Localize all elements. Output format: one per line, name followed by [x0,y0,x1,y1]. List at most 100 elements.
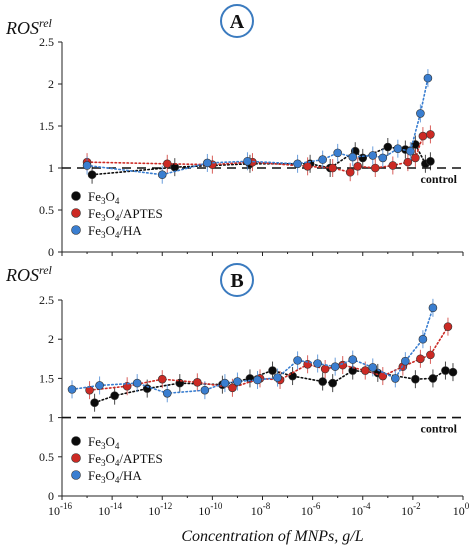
data-point [360,366,370,375]
legend-marker [71,191,81,201]
data-point [378,153,388,163]
data-point [313,359,322,368]
x-tick-exp: -16 [60,501,72,511]
x-tick-base: 10 [301,504,313,518]
data-point [293,159,302,169]
data-point [418,131,428,141]
legend-entry: Fe3O4/HA [88,223,142,240]
x-tick-label: 10-14 [98,501,122,518]
series-2 [67,298,438,403]
data-point [67,385,77,394]
x-tick-label: 100 [453,501,470,518]
legend-marker [71,453,81,463]
x-tick-label: 10-10 [198,501,222,518]
data-point [228,383,237,393]
x-tick-exp: -6 [313,501,321,511]
y-tick-label: 0.5 [39,203,54,217]
data-point [330,362,340,371]
data-point [333,148,342,158]
legend-part: 3 [101,441,106,451]
legend-part: O [106,223,115,238]
x-tick-label: 10-2 [401,501,421,518]
legend-part: 4 [115,475,120,485]
data-point [82,161,92,170]
data-point [368,151,378,160]
x-tick-label: 10-6 [301,501,321,518]
data-point [203,158,212,168]
legend-part: /HA [119,223,142,238]
legend-part: 3 [101,458,106,468]
data-point [268,366,277,375]
legend-part: 3 [101,213,106,223]
data-point [328,163,337,173]
legend-part: Fe [88,189,101,204]
legend-part: O [106,468,115,483]
data-point [388,161,398,170]
data-point [441,366,450,375]
x-tick-base: 10 [401,504,413,518]
data-point [318,155,327,164]
data-point [416,109,425,118]
legend-marker [71,225,81,235]
y-tick-label: 1.5 [39,371,54,385]
data-point [132,378,142,388]
data-point [318,377,327,386]
legend-part: 4 [115,213,120,223]
y-axis-label-sup: rel [39,263,53,277]
series-2 [82,69,433,184]
legend-part: 4 [115,441,120,451]
data-point [345,167,355,177]
y-axis-label-base: ROS [5,265,39,285]
legend-part: 4 [115,230,120,240]
data-point [320,364,330,374]
legend-part: O [106,189,115,204]
data-point [370,163,380,173]
legend-part: O [106,434,115,449]
legend-part: /APTES [119,451,162,466]
x-tick-base: 10 [453,504,465,518]
data-point [428,374,438,383]
x-tick-exp: -4 [363,501,371,511]
y-tick-label: 1 [48,161,54,175]
data-point [293,356,302,365]
legend-marker [71,436,81,446]
y-tick-label: 2 [48,332,54,346]
data-point [273,373,282,382]
x-tick-exp: -8 [263,501,271,511]
x-tick-label: 10-8 [251,501,271,518]
x-tick-base: 10 [198,504,210,518]
legend-entry: Fe3O4 [88,434,120,451]
x-tick-label: 10-4 [351,501,371,518]
series-1 [82,125,435,182]
data-point [411,374,420,384]
legend-part: Fe [88,451,101,466]
series-line [93,369,454,404]
control-label: control [421,422,458,436]
x-axis-label: Concentration of MNPs, g/L [181,528,363,545]
legend-part: 4 [115,196,120,206]
x-tick-label: 10-16 [48,501,72,518]
y-tick-label: 2 [48,77,54,91]
y-tick-label: 0 [48,245,54,259]
x-tick-exp: 0 [465,501,470,511]
data-point [416,354,425,364]
legend-part: Fe [88,206,101,221]
panel-badge-B [220,263,254,297]
legend-part: 3 [101,230,106,240]
data-point [448,367,458,377]
data-point [243,156,252,166]
y-axis-label: ROSrel [5,263,53,285]
y-tick-label: 0.5 [39,450,54,464]
data-point [426,130,435,139]
data-point [95,381,104,390]
legend-part: 3 [101,196,106,206]
data-point [401,356,410,366]
data-point [200,385,210,395]
data-point [348,152,358,162]
legend-part: O [106,206,115,221]
series-line [71,307,434,395]
legend-entry: Fe3O4/HA [88,468,142,485]
data-point [220,378,230,388]
